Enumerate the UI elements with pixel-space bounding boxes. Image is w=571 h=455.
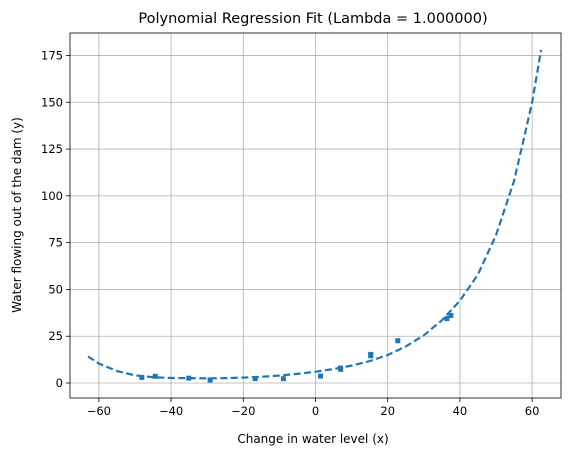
y-tick-label: 25	[48, 329, 63, 343]
x-tick-label: 20	[380, 404, 395, 418]
chart-title: Polynomial Regression Fit (Lambda = 1.00…	[138, 11, 487, 27]
data-point	[395, 338, 401, 344]
data-point	[338, 366, 344, 372]
x-tick-label: −40	[159, 404, 183, 418]
y-tick-label: 125	[41, 142, 63, 156]
x-tick-label: 0	[312, 404, 319, 418]
x-tick-label: 60	[525, 404, 540, 418]
x-tick-label: −60	[87, 404, 111, 418]
data-point	[139, 374, 145, 380]
y-tick-label: 0	[56, 376, 63, 390]
data-point	[448, 312, 454, 318]
x-tick-label: −20	[231, 404, 255, 418]
data-points	[139, 312, 454, 383]
data-point	[280, 376, 286, 382]
data-point	[444, 316, 450, 322]
y-tick-label: 100	[41, 189, 63, 203]
fit-line	[87, 49, 543, 380]
data-point	[207, 377, 213, 383]
data-point	[186, 375, 192, 381]
x-axis-ticks: −60 −40 −20 0 20 40 60	[87, 398, 540, 418]
data-point	[368, 351, 374, 357]
data-point	[152, 373, 158, 379]
grid	[70, 33, 561, 398]
x-axis-label: Change in water level (x)	[237, 432, 388, 446]
y-axis-label: Water flowing out of the dam (y)	[10, 117, 24, 313]
data-point	[318, 373, 324, 379]
y-tick-label: 75	[48, 236, 63, 250]
y-tick-label: 50	[48, 282, 63, 296]
y-tick-label: 175	[41, 48, 63, 62]
x-tick-label: 40	[453, 404, 468, 418]
y-tick-label: 150	[41, 95, 63, 109]
fit-curve	[87, 49, 543, 380]
data-point	[252, 376, 258, 382]
y-axis-ticks: 0 25 50 75 100 125 150 175	[41, 48, 70, 390]
